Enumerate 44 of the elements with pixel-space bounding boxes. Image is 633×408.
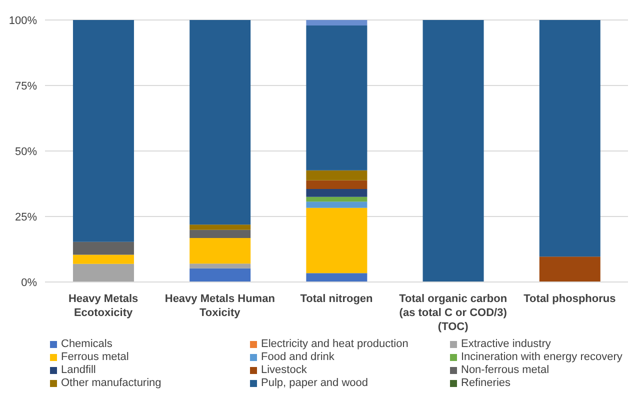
x-tick-label: Total phosphorus	[524, 293, 616, 305]
bar	[306, 202, 368, 208]
legend-label: Other manufacturing	[61, 377, 162, 389]
legend-label: Refineries	[461, 377, 511, 389]
bar	[190, 238, 251, 264]
y-tick-label: 50%	[14, 146, 38, 158]
legend-label: Livestock	[261, 364, 307, 376]
bar	[306, 170, 368, 180]
legend-label: Landfill	[61, 364, 96, 376]
x-tick-label: Total organic carbon (as total C or COD/3) (TOC)	[399, 293, 508, 333]
bar	[190, 268, 251, 282]
legend-label: Food and drink	[261, 351, 334, 363]
bar	[190, 230, 251, 238]
bar	[72, 254, 134, 264]
x-tick-label: Heavy Metals Ecotoxicity	[68, 293, 138, 319]
bar	[190, 224, 251, 230]
bar	[306, 20, 368, 26]
bar	[306, 188, 368, 197]
bar	[539, 20, 600, 257]
bar	[306, 26, 368, 170]
y-tick-label: 25%	[14, 211, 38, 224]
y-tick-label: 100%	[8, 14, 38, 27]
bar	[72, 20, 134, 242]
x-tick-label: Total nitrogen	[300, 293, 374, 305]
legend-label: Chemicals	[61, 338, 112, 350]
legend-label: Ferrous metal	[61, 351, 129, 363]
x-tick-label: Heavy Metals Human Toxicity	[164, 293, 276, 319]
bar	[72, 242, 134, 255]
bar	[422, 20, 484, 282]
bar	[306, 273, 368, 282]
bar	[190, 20, 251, 225]
legend-label: Electricity and heat production	[261, 338, 408, 350]
bar	[190, 264, 251, 268]
bar	[306, 180, 368, 189]
legend-label: Pulp, paper and wood	[261, 377, 368, 389]
legend-label: Non-ferrous metal	[461, 364, 550, 376]
y-tick-label: 0%	[21, 276, 38, 289]
bar	[539, 256, 600, 282]
legend-label: Incineration with energy recovery	[461, 351, 622, 363]
legend-label: Extractive industry	[461, 338, 551, 350]
bar	[306, 196, 368, 202]
bar	[306, 208, 368, 274]
bar	[72, 264, 134, 282]
y-tick-label: 75%	[14, 80, 38, 92]
